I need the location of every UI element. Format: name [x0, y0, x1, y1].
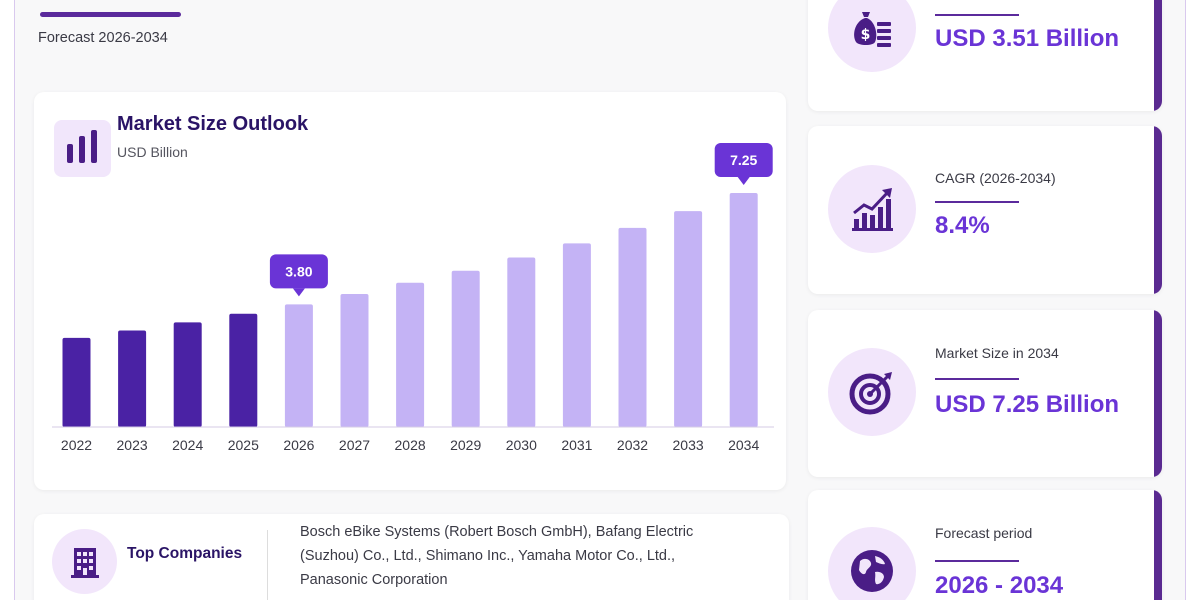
growth-chart-icon [828, 165, 916, 253]
card-accent [1154, 0, 1162, 111]
target-icon [828, 348, 916, 436]
chart-title: Market Size Outlook [117, 113, 309, 135]
callout-box [714, 143, 773, 177]
top-companies-card: Top Companies Bosch eBike Systems (Rober… [34, 514, 789, 600]
x-tick-label: 2029 [450, 437, 481, 453]
data-label: 3.80 [285, 263, 312, 279]
companies-line: Bosch eBike Systems (Robert Bosch GmbH),… [300, 524, 694, 540]
x-tick-label: 2025 [228, 437, 259, 453]
x-tick-label: 2034 [728, 437, 759, 453]
x-tick-label: 2022 [61, 437, 92, 453]
companies-line: Panasonic Corporation [300, 572, 448, 588]
x-tick-label: 2024 [172, 437, 203, 453]
bar-2028 [396, 282, 425, 427]
stat-card-market-size-2034: Market Size in 2034 USD 7.25 Billion [808, 310, 1162, 477]
data-label: 7.25 [730, 152, 757, 168]
callout-pointer [737, 177, 750, 185]
bar-2030 [507, 257, 536, 427]
stat-rule [935, 560, 1019, 562]
bar-2031 [562, 243, 591, 427]
stat-card-market-size-2025: $ USD 3.51 Billion [808, 0, 1162, 111]
chart-unit: USD Billion [117, 144, 188, 160]
divider [267, 530, 268, 600]
money-bag-icon: $ [828, 0, 916, 72]
stat-label: Forecast period [935, 525, 1033, 541]
bar-chart-icon [54, 120, 111, 177]
bar-2025 [229, 313, 258, 427]
bar-2024 [173, 322, 202, 427]
bar-2029 [451, 270, 480, 427]
building-icon [52, 529, 117, 594]
market-size-chart-card: Market Size Outlook USD Billion 2022 2023… [34, 92, 786, 490]
stat-card-cagr: CAGR (2026-2034) 8.4% [808, 126, 1162, 294]
companies-line: (Suzhou) Co., Ltd., Shimano Inc., Yamaha… [300, 548, 676, 564]
stat-rule [935, 201, 1019, 203]
stat-rule [935, 14, 1019, 16]
bar-2026 [284, 304, 313, 427]
bar-2022 [62, 337, 91, 427]
stat-value: USD 7.25 Billion [935, 391, 1120, 418]
stat-label: CAGR (2026-2034) [935, 170, 1056, 186]
callout-pointer [292, 288, 305, 297]
bar-2032 [618, 227, 647, 427]
bar-2034 [729, 193, 758, 427]
stat-value: USD 3.51 Billion [935, 25, 1120, 52]
companies-list: Bosch eBike Systems (Robert Bosch GmbH),… [300, 520, 770, 592]
bar-2027 [340, 294, 369, 427]
x-tick-label: 2031 [561, 437, 592, 453]
bar-chart: 2022 2023 2024 2025 2026 3.80 2027 2028 2029 2030… [52, 143, 774, 453]
stat-rule [935, 378, 1019, 380]
x-tick-label: 2023 [117, 437, 148, 453]
globe-icon [828, 527, 916, 600]
stat-value: 8.4% [935, 212, 990, 239]
bar-2023 [118, 330, 147, 427]
stat-card-forecast-period: Forecast period 2026 - 2034 [808, 490, 1162, 600]
forecast-subtitle: Forecast 2026-2034 [38, 30, 168, 46]
card-accent [1154, 126, 1162, 294]
title-underline [40, 12, 181, 17]
x-tick-label: 2026 [283, 437, 314, 453]
stat-label: Market Size in 2034 [935, 345, 1059, 361]
x-tick-label: 2028 [395, 437, 426, 453]
x-tick-label: 2033 [673, 437, 704, 453]
card-accent [1154, 490, 1162, 600]
x-tick-label: 2027 [339, 437, 370, 453]
stat-value: 2026 - 2034 [935, 572, 1064, 599]
x-tick-label: 2030 [506, 437, 537, 453]
card-accent [1154, 310, 1162, 477]
bar-2033 [674, 211, 703, 427]
top-companies-heading: Top Companies [127, 545, 243, 562]
svg-text:$: $ [861, 27, 871, 43]
x-tick-label: 2032 [617, 437, 648, 453]
callout-box [269, 254, 328, 289]
